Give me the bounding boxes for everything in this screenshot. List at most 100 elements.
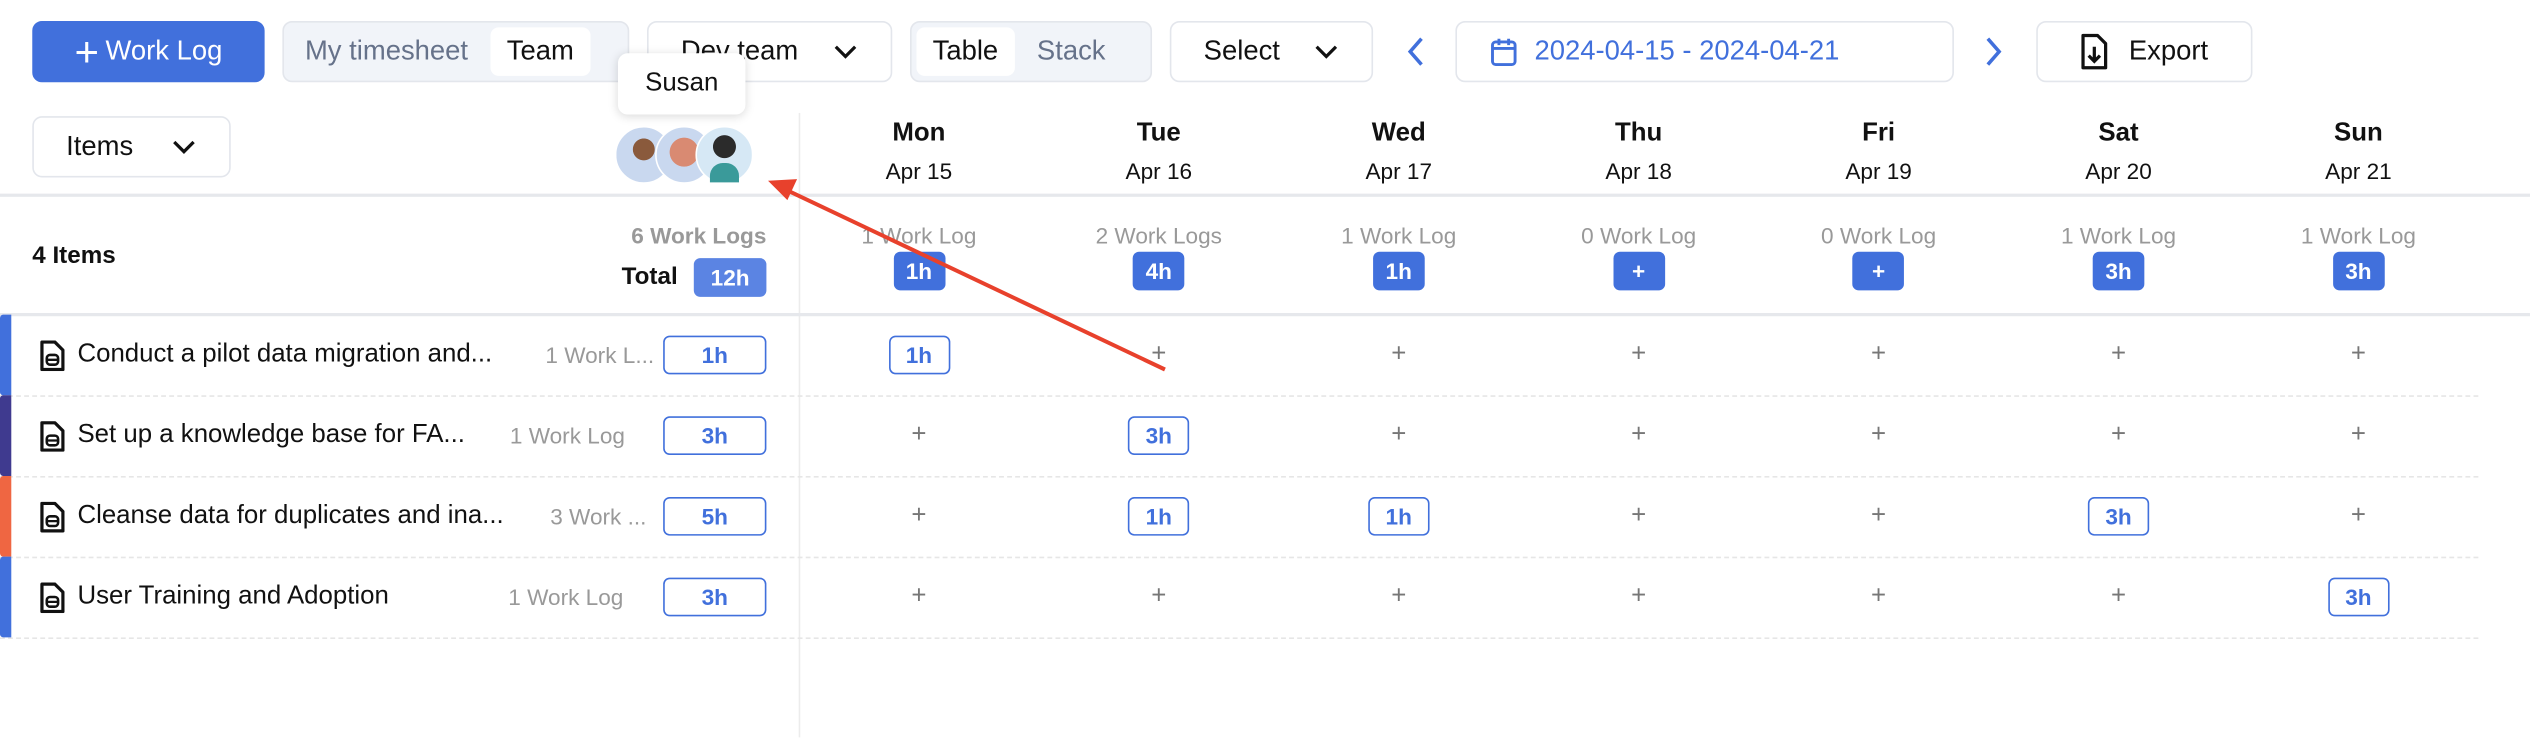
item-total-hours[interactable]: 3h (663, 577, 767, 617)
layout-toggle: Table Stack (910, 20, 1153, 83)
day-cell[interactable]: + (1039, 315, 1278, 396)
select-dropdown[interactable]: Select (1169, 20, 1374, 83)
day-cell[interactable]: + (2239, 315, 2478, 396)
day-worklog-count: 0 Work Log (1821, 222, 1937, 249)
item-title[interactable]: Cleanse data for duplicates and ina... (77, 501, 504, 530)
day-cell[interactable]: + (799, 557, 1038, 638)
add-worklog-button[interactable]: + (2350, 421, 2366, 449)
day-cell[interactable]: + (2239, 395, 2478, 476)
add-worklog-button[interactable]: + (1391, 421, 1407, 449)
item-title[interactable]: User Training and Adoption (77, 582, 389, 610)
day-cell[interactable]: + (1519, 315, 1758, 396)
day-cell[interactable]: + (1279, 557, 1518, 638)
tab-my-timesheet[interactable]: My timesheet (304, 35, 469, 67)
day-worklog-count: 2 Work Logs (1095, 222, 1222, 249)
add-worklog-button[interactable]: + (1151, 340, 1167, 368)
add-worklog-button[interactable]: + (911, 421, 927, 449)
tab-team[interactable]: Team (490, 27, 591, 76)
worklog-hours[interactable]: 1h (1128, 496, 1190, 536)
table-row: Cleanse data for duplicates and ina... 3… (0, 475, 2479, 559)
add-worklog-button[interactable]: + (1151, 582, 1167, 610)
day-cell[interactable]: 1h (799, 315, 1038, 396)
day-total-badge: 4h (1132, 251, 1185, 291)
day-cell[interactable]: + (1759, 315, 1998, 396)
chevron-down-icon (1313, 35, 1339, 67)
add-worklog-day-button[interactable]: + (1852, 251, 1905, 291)
day-date: Apr 18 (1605, 158, 1672, 184)
add-worklog-button[interactable]: + (1631, 582, 1647, 610)
export-button[interactable]: Export (2036, 20, 2253, 83)
day-cell[interactable]: 1h (1039, 476, 1278, 557)
table-row: Conduct a pilot data migration and... 1 … (0, 314, 2479, 397)
add-worklog-button[interactable]: + (1871, 582, 1887, 610)
day-cell[interactable]: + (1519, 395, 1758, 476)
add-worklog-button[interactable]: + (2110, 582, 2127, 610)
day-cell[interactable]: + (1759, 476, 1998, 557)
prev-week-button[interactable] (1404, 35, 1427, 75)
next-week-button[interactable] (1983, 35, 2006, 75)
item-total-hours[interactable]: 5h (663, 496, 767, 536)
add-worklog-button[interactable]: + (2350, 501, 2366, 530)
add-worklog-button[interactable]: + (1391, 582, 1407, 610)
day-cell[interactable]: + (1519, 557, 1758, 638)
avatar[interactable] (695, 125, 754, 184)
add-worklog-button[interactable]: + (1631, 340, 1647, 368)
day-cell[interactable]: + (1519, 476, 1758, 557)
add-worklog-button[interactable]: + (1391, 340, 1407, 368)
worklog-hours[interactable]: 3h (2327, 577, 2390, 617)
day-cell[interactable]: + (1999, 395, 2238, 476)
day-cell[interactable]: 3h (1999, 476, 2238, 557)
day-cell[interactable]: + (1039, 557, 1278, 638)
day-cell[interactable]: + (1279, 395, 1518, 476)
item-worklog-count: 1 Work L... (545, 342, 655, 368)
total-label: Total (621, 262, 678, 290)
table-row: User Training and Adoption 1 Work Log 3h… (0, 556, 2479, 639)
item-title[interactable]: Conduct a pilot data migration and... (77, 340, 493, 368)
worklog-hours[interactable]: 1h (1368, 496, 1430, 536)
day-cell[interactable]: 3h (1039, 395, 1278, 476)
add-worklog-day-button[interactable]: + (1612, 251, 1665, 291)
add-worklog-button[interactable]: + (1871, 421, 1887, 449)
add-worklog-button[interactable]: + (911, 582, 927, 610)
worklog-hours[interactable]: 3h (2087, 496, 2150, 536)
day-cell[interactable]: + (799, 476, 1038, 557)
tab-stack[interactable]: Stack (1036, 35, 1106, 67)
item-total-hours[interactable]: 1h (663, 335, 767, 375)
worklog-hours[interactable]: 3h (1128, 416, 1190, 456)
day-cell[interactable]: + (1759, 395, 1998, 476)
day-worklog-count: 1 Work Log (1341, 222, 1457, 249)
day-date: Apr 20 (2085, 158, 2152, 184)
day-cell[interactable]: + (799, 395, 1038, 476)
day-cell[interactable]: 1h (1279, 476, 1518, 557)
day-cell[interactable]: + (1759, 557, 1998, 638)
group-by-value: Items (66, 130, 134, 162)
add-worklog-button[interactable]: + Work Log (32, 20, 265, 83)
chevron-down-icon (833, 35, 859, 67)
add-worklog-button[interactable]: + (2350, 340, 2366, 368)
add-worklog-button[interactable]: + (1631, 421, 1647, 449)
day-name: Sat (2098, 119, 2139, 147)
tab-table[interactable]: Table (916, 27, 1015, 76)
day-cell[interactable]: + (1279, 315, 1518, 396)
day-cell[interactable]: + (2239, 476, 2478, 557)
worklog-hours[interactable]: 1h (888, 335, 950, 375)
day-total-badge: 3h (2332, 251, 2385, 291)
add-worklog-button[interactable]: + (1871, 340, 1887, 368)
item-title[interactable]: Set up a knowledge base for FA... (77, 421, 465, 449)
day-total-badge: 3h (2092, 251, 2145, 291)
day-summary: 0 Work Log + (1519, 223, 1758, 291)
item-color-bar (0, 475, 12, 557)
date-range-picker[interactable]: 2024-04-15 - 2024-04-21 (1455, 20, 1954, 83)
team-avatars[interactable] (614, 125, 760, 184)
add-worklog-button[interactable]: + (1871, 501, 1887, 530)
grand-total: Total 12h (484, 255, 767, 297)
group-by-dropdown[interactable]: Items (32, 116, 231, 178)
add-worklog-button[interactable]: + (1631, 501, 1647, 530)
day-cell[interactable]: + (1999, 315, 2238, 396)
add-worklog-button[interactable]: + (2110, 421, 2127, 449)
day-cell[interactable]: 3h (2239, 557, 2478, 638)
item-total-hours[interactable]: 3h (663, 416, 767, 456)
add-worklog-button[interactable]: + (911, 501, 927, 530)
day-cell[interactable]: + (1999, 557, 2238, 638)
add-worklog-button[interactable]: + (2110, 340, 2127, 368)
